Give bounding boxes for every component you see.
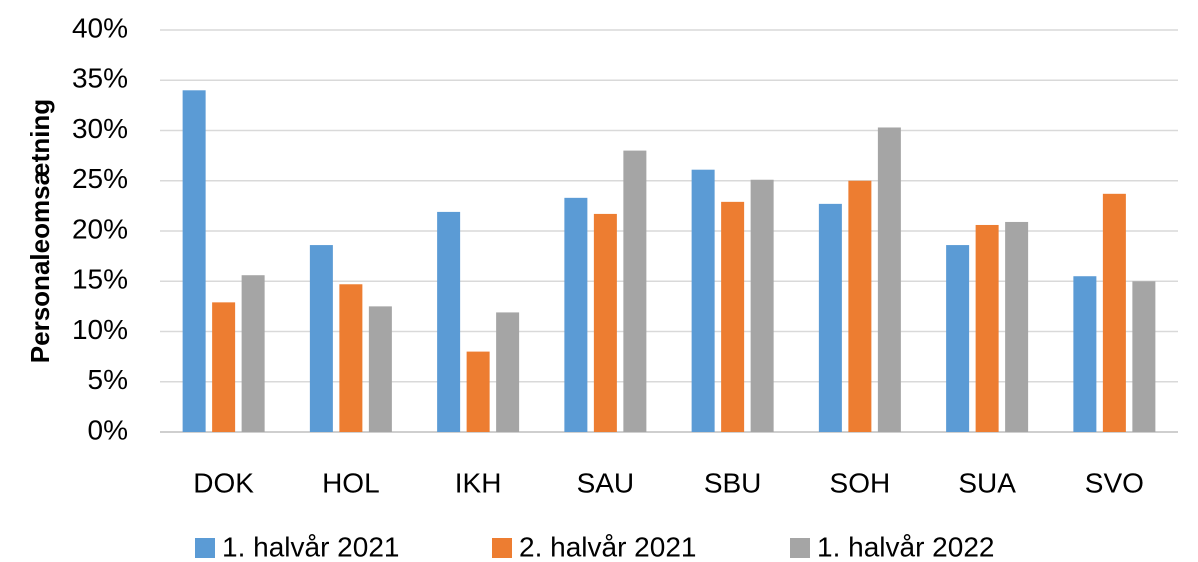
- bar: [496, 312, 520, 432]
- y-tick-label: 30%: [72, 113, 128, 144]
- y-tick-label: 0%: [88, 414, 128, 445]
- bar: [975, 224, 999, 432]
- bar: [877, 127, 901, 433]
- bar: [1005, 221, 1029, 432]
- x-tick-label: SOH: [830, 467, 891, 498]
- legend-label: 1. halvår 2022: [817, 531, 994, 562]
- bar: [437, 211, 461, 432]
- bar: [182, 90, 206, 433]
- x-tick-label: SUA: [958, 467, 1016, 498]
- y-tick-label: 35%: [72, 63, 128, 94]
- x-tick-label: SBU: [704, 467, 762, 498]
- y-tick-label: 10%: [72, 314, 128, 345]
- legend-label: 2. halvår 2021: [519, 531, 696, 562]
- bar: [212, 302, 236, 432]
- y-axis-label: Personaleomsætning: [25, 99, 55, 363]
- bar: [623, 150, 647, 432]
- bar: [241, 275, 265, 432]
- bar: [466, 351, 490, 432]
- x-tick-label: IKH: [455, 467, 502, 498]
- y-tick-label: 15%: [72, 264, 128, 295]
- bar: [1102, 193, 1126, 432]
- bar: [593, 213, 617, 432]
- bar: [946, 245, 970, 432]
- bar: [339, 284, 363, 432]
- legend-swatch: [195, 538, 215, 558]
- y-tick-label: 5%: [88, 364, 128, 395]
- bar: [691, 169, 715, 432]
- legend-swatch: [790, 538, 810, 558]
- x-tick-label: SAU: [577, 467, 635, 498]
- bar: [1132, 281, 1156, 432]
- legend-label: 1. halvår 2021: [222, 531, 399, 562]
- bar: [564, 197, 588, 432]
- bar: [818, 203, 842, 432]
- x-tick-label: DOK: [193, 467, 254, 498]
- bar: [848, 180, 872, 432]
- x-tick-label: SVO: [1085, 467, 1144, 498]
- x-tick-label: HOL: [322, 467, 380, 498]
- bar: [368, 306, 392, 432]
- bar: [750, 179, 774, 432]
- y-tick-label: 20%: [72, 213, 128, 244]
- y-tick-label: 25%: [72, 163, 128, 194]
- y-tick-label: 40%: [72, 12, 128, 43]
- bar: [1073, 276, 1097, 432]
- bar: [309, 245, 333, 432]
- legend-swatch: [492, 538, 512, 558]
- bar: [721, 201, 745, 432]
